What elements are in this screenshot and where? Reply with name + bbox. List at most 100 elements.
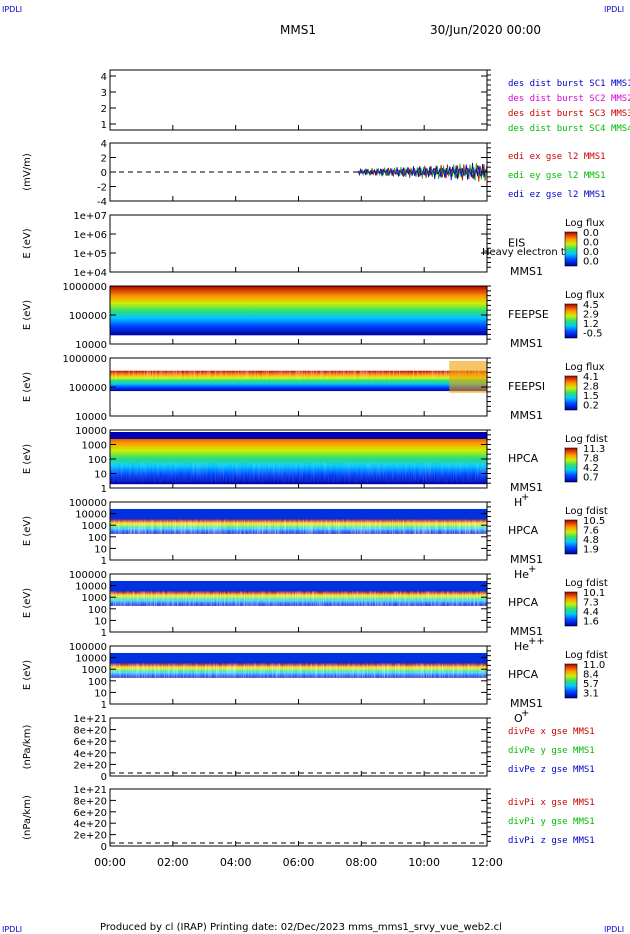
y-axis-label: E (eV) [22, 372, 33, 402]
instrument-label: HPCA [508, 596, 539, 609]
colorbar-title: Log flux [565, 218, 605, 229]
y-tick-label: 10 [94, 688, 107, 699]
legend-entry: divPe x gse MMS1 [508, 727, 595, 737]
spectrogram-hpca-o [110, 652, 487, 693]
colorbar-tick-label: 11.0 [583, 660, 605, 671]
instrument-label: EIS [508, 236, 525, 249]
y-tick-label: 1 [101, 484, 107, 495]
colorbar [564, 519, 578, 555]
y-tick-label: 1e+05 [73, 249, 107, 260]
y-tick-label: 10000 [75, 340, 107, 351]
instrument-label: FEEPSI [508, 380, 545, 393]
y-tick-label: 2e+20 [73, 760, 107, 771]
colorbar-tick-label: 1.5 [583, 391, 599, 402]
y-tick-label: 1 [101, 120, 107, 131]
y-tick-label: 100000 [69, 311, 107, 322]
colorbar-tick-label: 3.1 [583, 689, 599, 700]
spectrogram-feepse [110, 286, 487, 336]
y-tick-label: 2 [101, 154, 107, 165]
y-axis-label: (nPa/km) [22, 725, 33, 770]
x-tick-label: 08:00 [345, 856, 377, 869]
x-tick-label: 12:00 [471, 856, 503, 869]
colorbar [564, 591, 578, 627]
y-tick-label: 1000000 [62, 354, 107, 365]
legend-entry: des dist burst SC1 MMS1 [508, 79, 630, 89]
panel-frame [109, 788, 488, 847]
y-tick-label: 10 [94, 470, 107, 481]
panel-des-dist: 4 3 2 1 des dist burst SC1 MMS1 des dist burs… [101, 69, 630, 134]
y-tick-label: 10000 [75, 654, 107, 665]
colorbar-tick-label: -0.5 [583, 329, 603, 340]
x-tick-label: 00:00 [94, 856, 126, 869]
y-tick-label: 1 [101, 556, 107, 567]
colorbar-title: Log fdist [565, 578, 608, 589]
spectrogram-band [110, 652, 487, 666]
charge-label: + [521, 708, 529, 719]
spacecraft-label: MMS1 [510, 409, 543, 422]
colorbar-tick-label: 4.4 [583, 607, 599, 618]
colorbar-tick-label: 8.4 [583, 670, 599, 681]
y-tick-label: 100 [88, 605, 107, 616]
panel-group: 4 3 2 1 des dist burst SC1 MMS1 des dist burs… [22, 69, 630, 853]
spectrogram-feepsi [110, 360, 487, 393]
y-tick-label: 1000 [82, 593, 107, 604]
legend-entry: edi ey gse l2 MMS1 [508, 171, 606, 181]
y-tick-label: 1e+04 [73, 268, 107, 279]
corner-label-top-left: IPDLI [2, 5, 22, 14]
instrument-label: HPCA [508, 452, 539, 465]
colorbar-tick-label: 0.0 [583, 247, 599, 258]
y-tick-label: 10000 [75, 582, 107, 593]
y-tick-label: 3 [101, 88, 107, 99]
colorbar-tick-label: 1.9 [583, 545, 599, 556]
colorbar-tick-label: 0.2 [583, 401, 599, 412]
colorbar-title: Log fdist [565, 650, 608, 661]
y-tick-label: 1 [101, 700, 107, 711]
instrument-label: HPCA [508, 524, 539, 537]
corner-label-bottom-left: IPDLI [2, 925, 22, 934]
y-axis-label: E (eV) [22, 300, 33, 330]
spacecraft-label: MMS1 [510, 481, 543, 494]
x-tick-label: 02:00 [157, 856, 189, 869]
instrument-label: FEEPSE [508, 308, 549, 321]
y-tick-label: 6e+20 [73, 737, 107, 748]
y-tick-label: 100000 [69, 642, 107, 653]
colorbar-title: Log fdist [565, 434, 608, 445]
footer-text: Produced by cl (IRAP) Printing date: 02/… [100, 922, 502, 933]
y-tick-label: -2 [97, 183, 107, 194]
colorbar-title: Log flux [565, 362, 605, 373]
y-tick-label: 1000 [82, 665, 107, 676]
spectrogram-speckle [110, 370, 487, 379]
y-axis-label: E (eV) [22, 228, 33, 258]
y-tick-label: 1e+06 [73, 230, 107, 241]
y-axis-label: E (eV) [22, 444, 33, 474]
legend-entry: divPi x gse MMS1 [508, 798, 595, 808]
y-tick-label: 10000 [75, 510, 107, 521]
colorbar-tick-label: 2.8 [583, 382, 599, 393]
y-axis-label: (mV/m) [22, 153, 33, 191]
colorbar-tick-label: 7.8 [583, 454, 599, 465]
colorbar-tick-label: 4.5 [583, 300, 599, 311]
panel-frame [109, 69, 488, 131]
trace-1 [357, 162, 487, 181]
header-spacecraft: MMS1 [280, 23, 316, 37]
y-axis-label: (nPa/km) [22, 795, 33, 840]
y-tick-label: 8e+20 [73, 726, 107, 737]
colorbar-tick-label: 7.3 [583, 598, 599, 609]
colorbar-tick-label: 4.1 [583, 372, 599, 383]
colorbar-tick-label: 1.6 [583, 617, 599, 628]
spectrogram-top-band [110, 432, 487, 439]
y-tick-label: 2e+20 [73, 831, 107, 842]
y-tick-label: 1000 [82, 441, 107, 452]
legend-entry: divPe y gse MMS1 [508, 746, 595, 756]
spacecraft-label: MMS1 [510, 337, 543, 350]
x-tick-label: 04:00 [220, 856, 252, 869]
spectrogram-speckle [110, 461, 487, 483]
charge-label: ++ [528, 636, 545, 647]
y-tick-label: 1e+21 [73, 785, 107, 796]
species-label: H [514, 496, 522, 509]
spectrogram-band [110, 580, 487, 594]
legend-entry: divPe z gse MMS1 [508, 765, 595, 775]
